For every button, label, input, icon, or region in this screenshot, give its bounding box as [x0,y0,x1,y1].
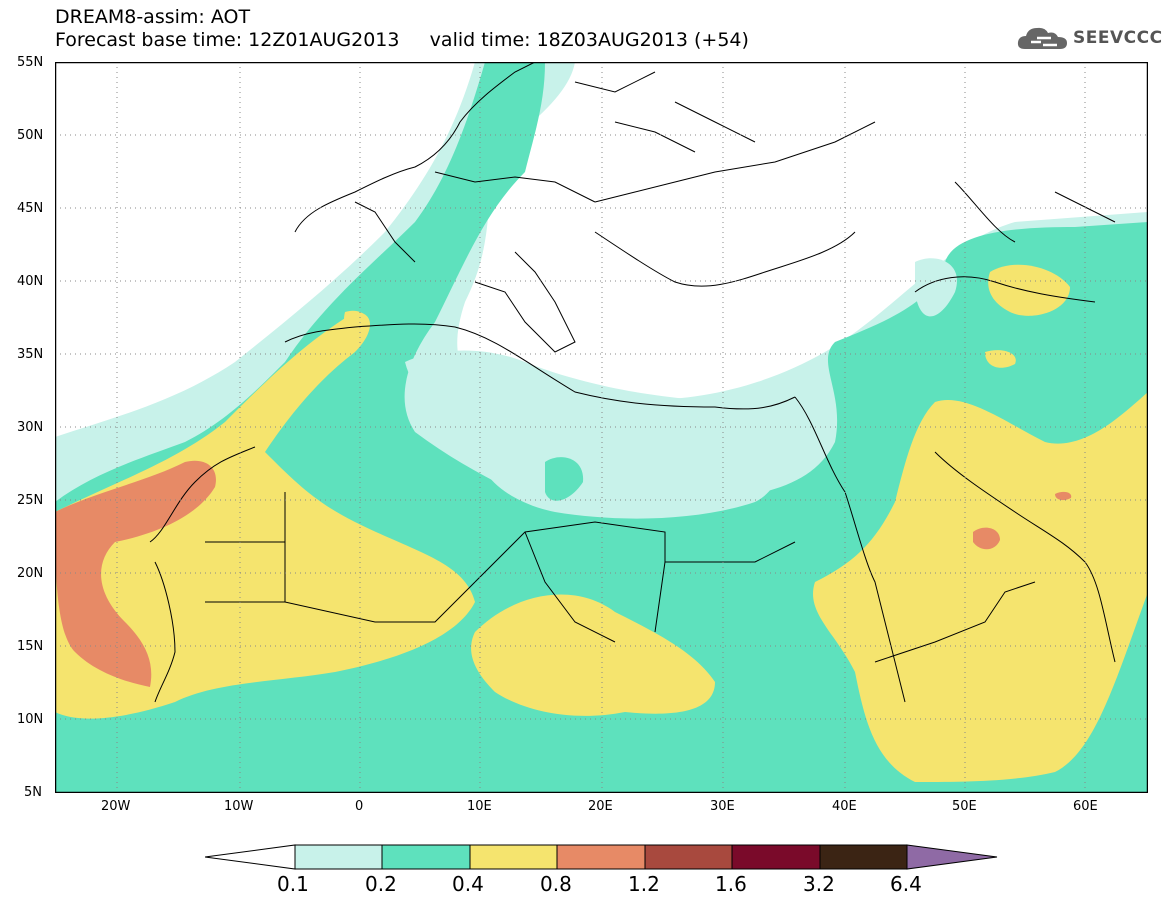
colorbar-tick: 0.4 [452,872,484,896]
lon-label: 20W [101,799,131,814]
lon-label: 50E [952,799,977,814]
seevccc-logo: SEEVCCC [1017,22,1163,54]
colorbar-tick: 0.8 [540,872,572,896]
lat-label: 40N [17,274,44,289]
colorbar-tick: 1.6 [715,872,747,896]
aot-band-0.8 [55,460,216,687]
lon-label: 20E [588,799,613,814]
lat-label: 45N [17,201,44,216]
lon-label: 10W [224,799,254,814]
colorbar-tick: 6.4 [890,872,922,896]
lat-label: 25N [17,493,44,508]
graticule [55,62,1148,793]
coastlines [149,62,1116,703]
forecast-times: Forecast base time: 12Z01AUG2013 valid t… [55,29,749,51]
colorbar-tick: 3.2 [803,872,835,896]
colorbar-tick: 0.1 [277,872,309,896]
cloud-logo-icon [1017,27,1067,49]
colorbar-tick: 1.2 [628,872,660,896]
lon-label: 60E [1073,799,1098,814]
lat-label: 20N [17,566,44,581]
lon-label: 30E [710,799,735,814]
product-title: DREAM8-assim: AOT [55,6,251,28]
lon-label: 0 [355,799,364,814]
logo-text: SEEVCCC [1073,28,1163,48]
lon-label: 10E [467,799,492,814]
lon-label: 40E [832,799,857,814]
lat-label: 50N [17,128,44,143]
lat-label: 10N [17,712,44,727]
lat-label: 35N [17,347,44,362]
chart-header: DREAM8-assim: AOT Forecast base time: 12… [55,6,749,52]
aot-band-0.4 [55,312,475,719]
aot-map [55,62,1148,793]
colorbar [205,844,998,870]
lat-label: 5N [24,785,42,800]
colorbar-tick: 0.2 [365,872,397,896]
lat-label: 55N [17,55,44,70]
lat-label: 15N [17,639,44,654]
lat-label: 30N [17,420,44,435]
